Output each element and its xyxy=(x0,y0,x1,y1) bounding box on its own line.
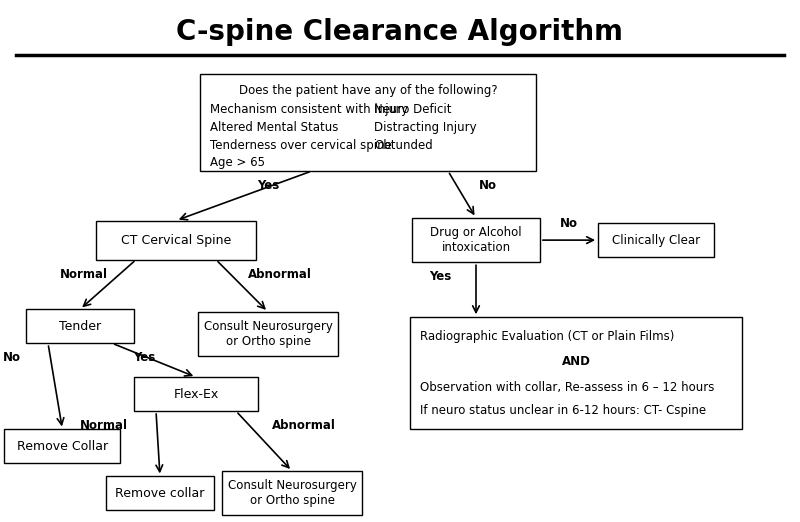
Text: Remove collar: Remove collar xyxy=(115,487,205,500)
Text: Altered Mental Status: Altered Mental Status xyxy=(210,121,338,134)
Text: Does the patient have any of the following?: Does the patient have any of the followi… xyxy=(238,84,498,97)
Text: Age > 65: Age > 65 xyxy=(210,157,265,169)
FancyBboxPatch shape xyxy=(410,317,742,429)
Text: Abnormal: Abnormal xyxy=(248,268,312,281)
Text: Yes: Yes xyxy=(133,351,155,364)
Text: Abnormal: Abnormal xyxy=(272,419,336,432)
FancyBboxPatch shape xyxy=(412,218,540,262)
Text: No: No xyxy=(479,179,497,192)
Text: Neuro Deficit: Neuro Deficit xyxy=(374,103,452,116)
FancyBboxPatch shape xyxy=(222,471,362,516)
Text: AND: AND xyxy=(562,355,590,368)
Text: If neuro status unclear in 6-12 hours: CT- Cspine: If neuro status unclear in 6-12 hours: C… xyxy=(419,404,706,417)
Text: Yes: Yes xyxy=(257,179,279,192)
Text: Tenderness over cervical spine: Tenderness over cervical spine xyxy=(210,139,391,151)
Text: Observation with collar, Re-assess in 6 – 12 hours: Observation with collar, Re-assess in 6 … xyxy=(419,381,714,394)
Text: Distracting Injury: Distracting Injury xyxy=(374,121,477,134)
Text: Normal: Normal xyxy=(80,419,128,432)
FancyBboxPatch shape xyxy=(106,476,214,511)
Text: Mechanism consistent with injury: Mechanism consistent with injury xyxy=(210,103,408,116)
Text: Yes: Yes xyxy=(429,270,451,283)
FancyBboxPatch shape xyxy=(96,221,256,260)
FancyBboxPatch shape xyxy=(5,429,120,464)
Text: No: No xyxy=(560,217,578,230)
FancyBboxPatch shape xyxy=(26,309,134,343)
Text: Radiographic Evaluation (CT or Plain Films): Radiographic Evaluation (CT or Plain Fil… xyxy=(419,330,674,343)
Text: Consult Neurosurgery
or Ortho spine: Consult Neurosurgery or Ortho spine xyxy=(203,320,333,348)
Text: Flex-Ex: Flex-Ex xyxy=(174,388,218,400)
Text: C-spine Clearance Algorithm: C-spine Clearance Algorithm xyxy=(177,18,623,46)
Text: Consult Neurosurgery
or Ortho spine: Consult Neurosurgery or Ortho spine xyxy=(227,479,357,507)
FancyBboxPatch shape xyxy=(598,223,714,257)
Text: Normal: Normal xyxy=(60,268,108,281)
Text: Tender: Tender xyxy=(59,320,101,333)
Text: Obtunded: Obtunded xyxy=(374,139,433,151)
Text: Remove Collar: Remove Collar xyxy=(17,440,108,453)
Text: Clinically Clear: Clinically Clear xyxy=(612,234,700,246)
Text: No: No xyxy=(3,351,21,364)
Text: Drug or Alcohol
intoxication: Drug or Alcohol intoxication xyxy=(430,226,522,254)
FancyBboxPatch shape xyxy=(134,377,258,411)
FancyBboxPatch shape xyxy=(198,312,338,356)
Text: CT Cervical Spine: CT Cervical Spine xyxy=(121,234,231,246)
FancyBboxPatch shape xyxy=(200,75,536,171)
